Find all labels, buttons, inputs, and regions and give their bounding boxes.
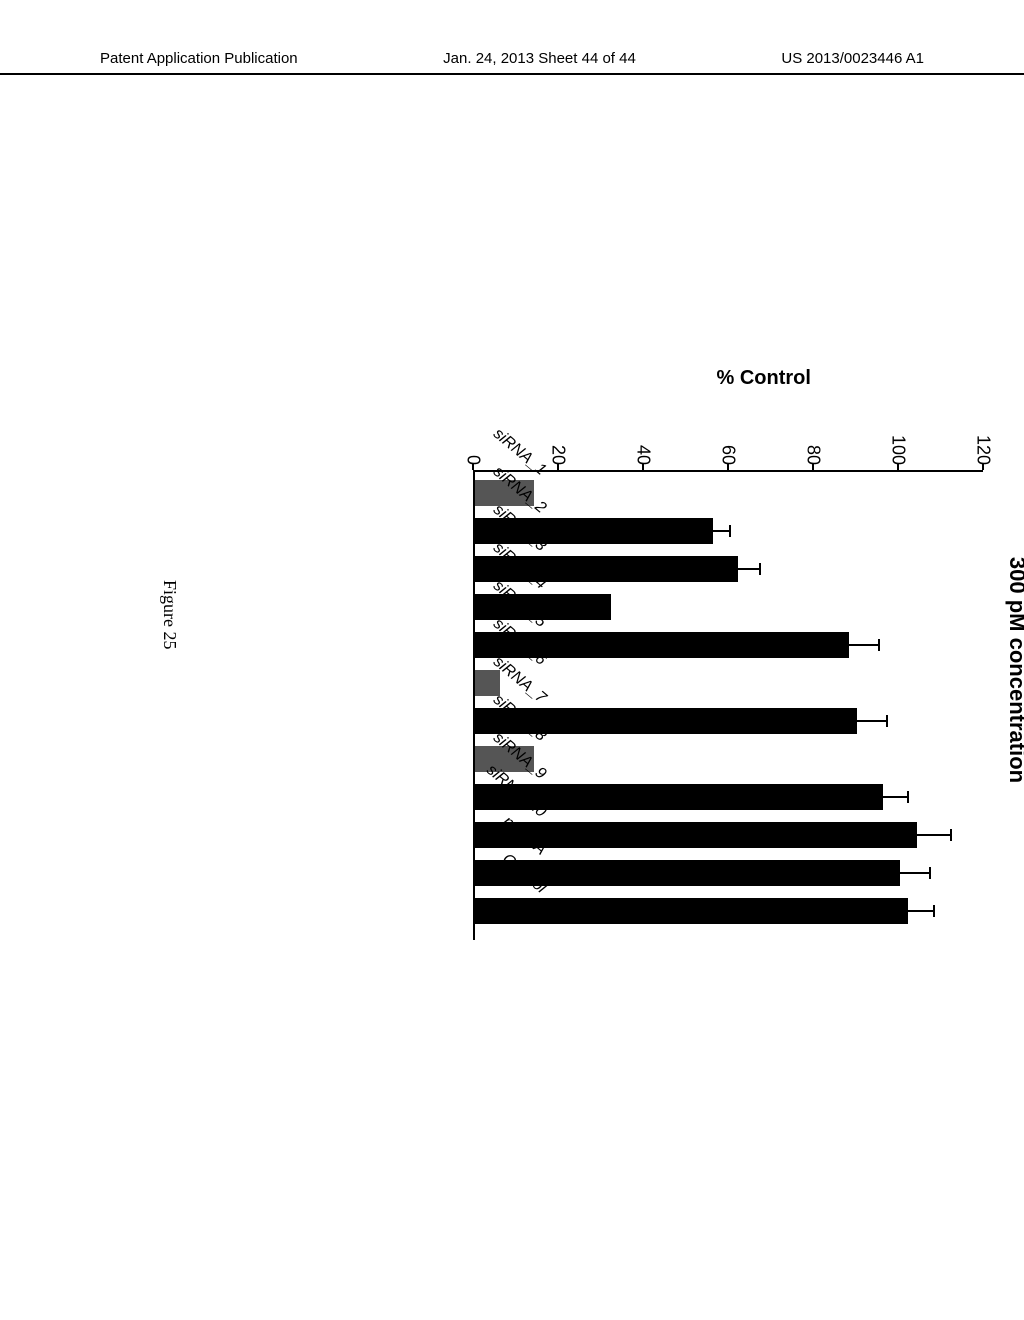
y-tick-mark	[812, 464, 814, 470]
y-tick-mark	[982, 464, 984, 470]
y-tick-label: 120	[972, 435, 993, 465]
error-bar	[917, 834, 951, 836]
y-tick-mark	[897, 464, 899, 470]
error-bar	[883, 796, 909, 798]
y-axis-label: % Control	[716, 367, 810, 390]
error-bar	[738, 568, 759, 570]
y-tick-label: 100	[887, 435, 908, 465]
y-tick-mark	[557, 464, 559, 470]
header-center: Jan. 24, 2013 Sheet 44 of 44	[443, 50, 636, 67]
error-cap	[933, 905, 935, 917]
error-cap	[950, 829, 952, 841]
header-right: US 2013/0023446 A1	[781, 50, 924, 67]
y-tick-label: 60	[717, 435, 738, 465]
error-cap	[759, 563, 761, 575]
bar-chart: Bcl-2 knockdown by 10 rationaly designed…	[240, 380, 1024, 960]
chart-title-line2: 300 pM concentration	[1005, 557, 1024, 783]
y-tick-label: 20	[547, 435, 568, 465]
y-tick-label: 80	[802, 435, 823, 465]
error-bar	[908, 910, 934, 912]
figure-caption: Figure 25	[159, 580, 180, 650]
error-bar	[713, 530, 730, 532]
error-cap	[929, 867, 931, 879]
error-bar	[900, 872, 930, 874]
error-cap	[886, 715, 888, 727]
error-bar	[849, 644, 879, 646]
bar-rect	[475, 898, 909, 924]
chart-area: % Control 020406080100120 siRNA_1siRNA_2…	[363, 400, 983, 960]
y-tick-mark	[642, 464, 644, 470]
y-tick-mark	[472, 464, 474, 470]
header-left: Patent Application Publication	[100, 50, 298, 67]
chart-title: Bcl-2 knockdown by 10 rationaly designed…	[1003, 380, 1024, 960]
error-cap	[907, 791, 909, 803]
y-tick-label: 40	[632, 435, 653, 465]
plot-box	[473, 470, 983, 940]
error-cap	[729, 525, 731, 537]
page-header: Patent Application Publication Jan. 24, …	[0, 50, 1024, 75]
y-tick-mark	[727, 464, 729, 470]
error-cap	[878, 639, 880, 651]
error-bar	[857, 720, 887, 722]
